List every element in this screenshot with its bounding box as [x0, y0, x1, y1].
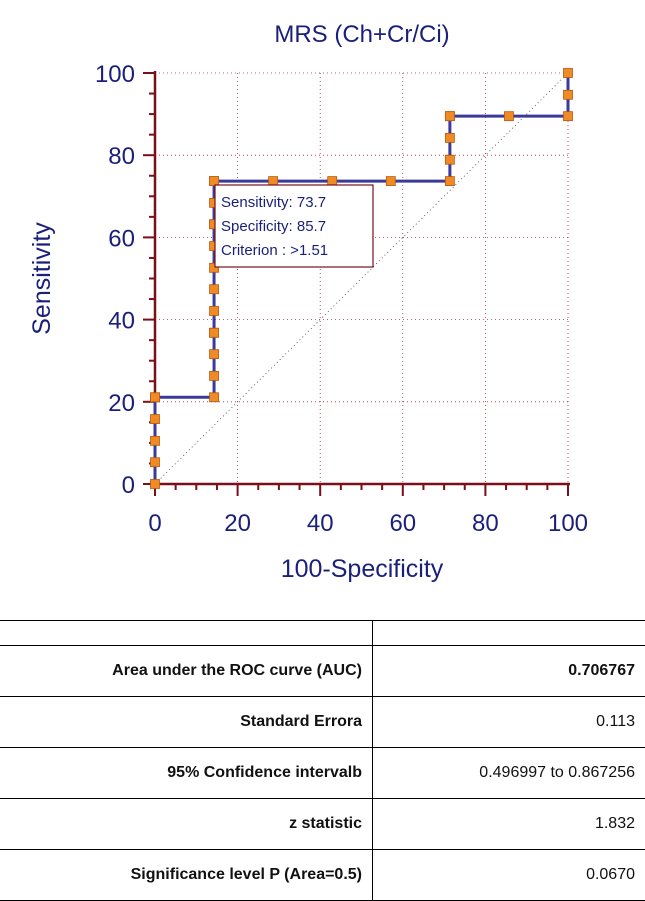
table-row: Area under the ROC curve (AUC) 0.706767 — [0, 646, 645, 697]
x-tick-label: 0 — [148, 510, 161, 537]
roc-statistics-table: Area under the ROC curve (AUC) 0.706767 … — [0, 620, 645, 901]
standard-error-label: Standard Errora — [0, 697, 373, 748]
reference-diagonal-line — [155, 73, 568, 484]
x-tick-label: 100 — [548, 510, 588, 537]
table-header-row — [0, 621, 645, 646]
roc-point-marker — [564, 69, 573, 78]
x-tick-label: 60 — [389, 510, 416, 537]
x-tick-label: 40 — [307, 510, 334, 537]
y-axis-label: Sensitivity — [28, 222, 56, 335]
roc-point-marker — [445, 133, 454, 142]
chart-title: MRS (Ch+Cr/Ci) — [274, 21, 449, 48]
roc-point-marker — [151, 436, 160, 445]
auc-value: 0.706767 — [373, 646, 645, 697]
roc-point-marker — [210, 350, 219, 359]
table-row: 95% Confidence intervalb 0.496997 to 0.8… — [0, 748, 645, 799]
z-statistic-label: z statistic — [0, 799, 373, 850]
y-tick-label: 40 — [108, 308, 135, 335]
roc-point-marker — [210, 393, 219, 402]
confidence-interval-value: 0.496997 to 0.867256 — [373, 748, 645, 799]
z-statistic-value: 1.832 — [373, 799, 645, 850]
criterion-annotation-text: Specificity: 85.7 — [221, 218, 326, 235]
table-header-cell — [0, 621, 373, 646]
roc-point-marker — [210, 328, 219, 337]
roc-point-marker — [210, 177, 219, 186]
y-tick-label: 100 — [95, 61, 135, 88]
significance-level-label: Significance level P (Area=0.5) — [0, 850, 373, 901]
roc-point-marker — [151, 393, 160, 402]
auc-label: Area under the ROC curve (AUC) — [0, 646, 373, 697]
roc-point-marker — [445, 155, 454, 164]
y-tick-label: 60 — [108, 225, 135, 252]
roc-point-marker — [504, 112, 513, 121]
y-tick-label: 20 — [108, 390, 135, 417]
x-axis-label: 100-Specificity — [281, 555, 444, 583]
criterion-annotation-text: Sensitivity: 73.7 — [221, 194, 326, 211]
roc-chart-svg: MRS (Ch+Cr/Ci) 0 20 40 60 80 100 0 20 40 60 80 100 10… — [0, 0, 645, 600]
roc-point-marker — [386, 177, 395, 186]
roc-point-marker — [564, 112, 573, 121]
significance-level-value: 0.0670 — [373, 850, 645, 901]
x-tick-label: 80 — [472, 510, 499, 537]
criterion-annotation-text: Criterion : >1.51 — [221, 242, 328, 259]
y-tick-label: 0 — [122, 472, 135, 499]
roc-point-marker — [564, 90, 573, 99]
roc-point-marker — [328, 177, 337, 186]
roc-point-marker — [269, 177, 278, 186]
roc-point-marker — [151, 480, 160, 489]
table-row: Significance level P (Area=0.5) 0.0670 — [0, 850, 645, 901]
roc-chart: MRS (Ch+Cr/Ci) 0 20 40 60 80 100 0 20 40 60 80 100 10… — [0, 0, 645, 600]
roc-point-marker — [151, 458, 160, 467]
confidence-interval-label: 95% Confidence intervalb — [0, 748, 373, 799]
y-tick-label: 80 — [108, 143, 135, 170]
table-row: Standard Errora 0.113 — [0, 697, 645, 748]
table-row: z statistic 1.832 — [0, 799, 645, 850]
standard-error-value: 0.113 — [373, 697, 645, 748]
roc-point-marker — [445, 112, 454, 121]
roc-point-marker — [445, 177, 454, 186]
roc-point-marker — [210, 285, 219, 294]
roc-point-marker — [151, 415, 160, 424]
roc-point-marker — [210, 306, 219, 315]
table-header-cell — [373, 621, 645, 646]
roc-point-marker — [210, 371, 219, 380]
x-tick-label: 20 — [224, 510, 251, 537]
